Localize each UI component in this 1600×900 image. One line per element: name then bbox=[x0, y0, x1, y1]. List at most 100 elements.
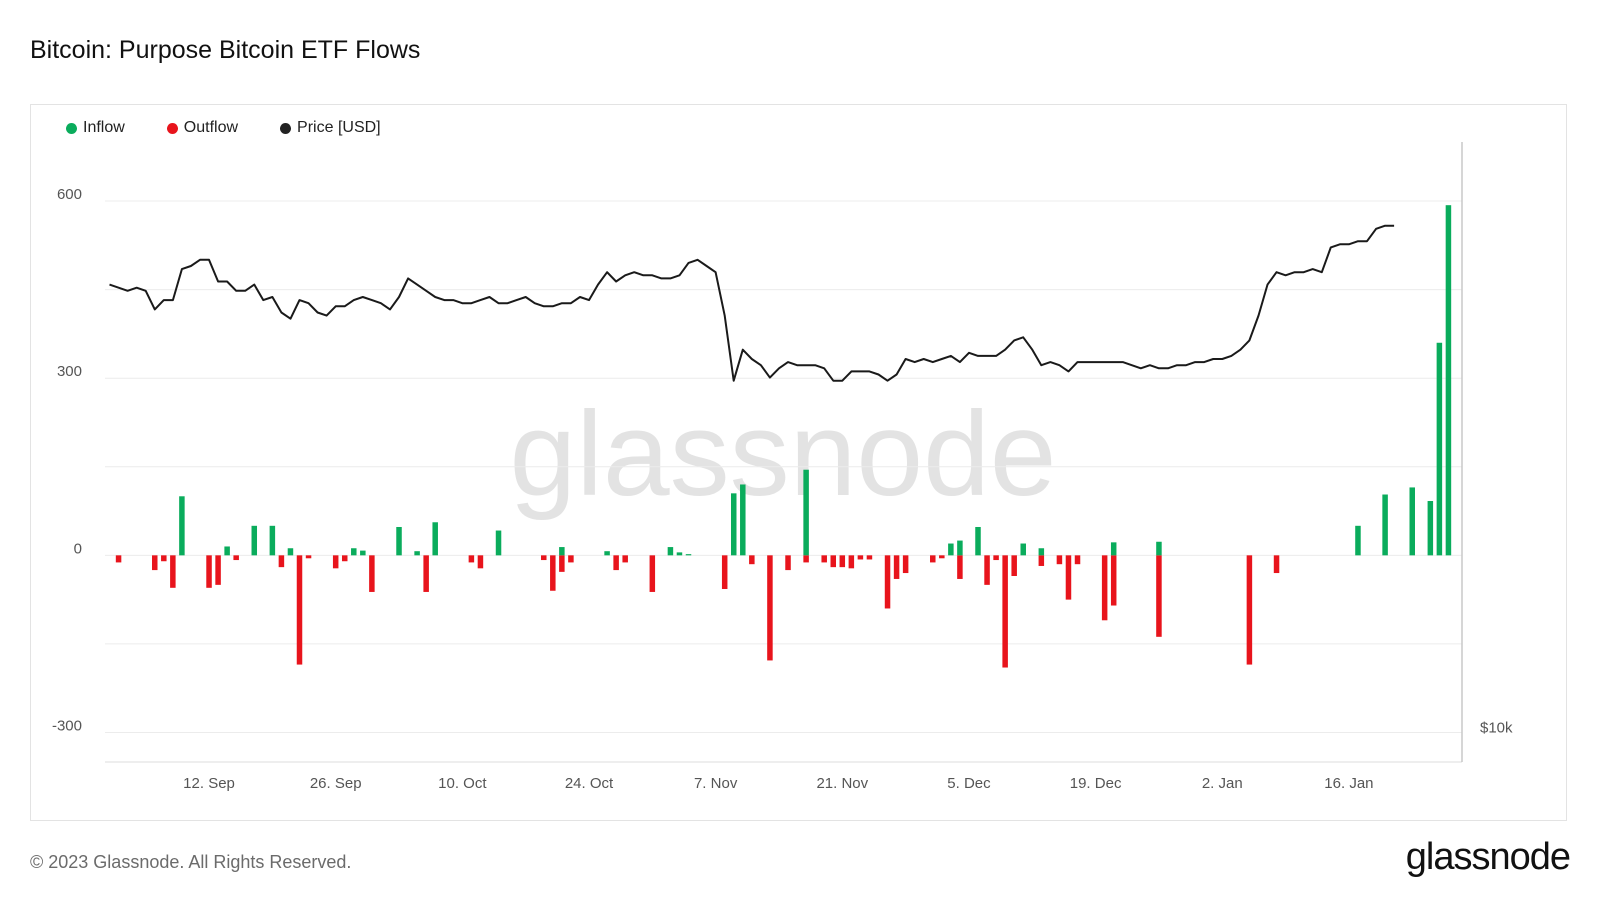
outflow-bar bbox=[1056, 555, 1063, 565]
inflow-bar bbox=[803, 469, 809, 556]
inflow-bar bbox=[432, 522, 438, 556]
x-tick-label: 7. Nov bbox=[694, 775, 738, 792]
outflow-bar bbox=[550, 555, 556, 591]
x-tick-label: 5. Dec bbox=[947, 775, 991, 792]
inflow-bar bbox=[740, 484, 746, 556]
inflow-bar bbox=[1156, 541, 1162, 556]
inflow-bar bbox=[685, 554, 692, 556]
outflow-bar bbox=[993, 555, 999, 561]
outflow-bar bbox=[939, 555, 945, 559]
outflow-bar bbox=[1156, 555, 1162, 637]
inflow-bar bbox=[1355, 525, 1361, 556]
outflow-bar bbox=[1038, 555, 1045, 566]
outflow-bar bbox=[767, 555, 773, 661]
inflow-bar bbox=[269, 525, 276, 556]
x-tick-label: 2. Jan bbox=[1202, 775, 1243, 792]
inflow-bar bbox=[604, 551, 610, 556]
outflow-bar bbox=[902, 555, 909, 574]
inflow-bar bbox=[495, 530, 502, 556]
outflow-bar bbox=[785, 555, 791, 571]
outflow-bar bbox=[477, 555, 484, 569]
outflow-bar bbox=[152, 555, 158, 571]
outflow-bar bbox=[884, 555, 891, 609]
outflow-bar bbox=[721, 555, 728, 589]
copyright-footer: © 2023 Glassnode. All Rights Reserved. bbox=[30, 852, 352, 872]
legend-item-inflow[interactable]: Inflow bbox=[66, 119, 125, 137]
x-tick-label: 10. Oct bbox=[438, 775, 487, 792]
legend-item-outflow[interactable]: Outflow bbox=[166, 119, 239, 137]
outflow-bar bbox=[115, 555, 122, 563]
outflow-bar bbox=[1074, 555, 1081, 565]
inflow-bar bbox=[948, 543, 954, 556]
legend-label-price: Price [USD] bbox=[297, 119, 381, 136]
outflow-bar bbox=[803, 555, 809, 563]
price-line bbox=[109, 224, 1395, 382]
inflow-bar bbox=[1436, 342, 1443, 556]
outflow-bar bbox=[930, 555, 936, 563]
x-tick-label: 12. Sep bbox=[183, 775, 235, 792]
y-tick-label: 0 bbox=[74, 540, 82, 557]
inflow-bar bbox=[1110, 542, 1117, 556]
outflow-bar bbox=[369, 555, 375, 592]
inflow-bar bbox=[1038, 548, 1045, 556]
x-tick-label: 16. Jan bbox=[1324, 775, 1373, 792]
outflow-bar bbox=[305, 555, 312, 559]
inflow-bar bbox=[676, 552, 683, 556]
outflow-bar bbox=[1011, 555, 1017, 576]
y-tick-label: -300 bbox=[52, 717, 82, 734]
outflow-bar bbox=[341, 555, 348, 562]
outflow-bar bbox=[649, 555, 656, 592]
inflow-bar bbox=[351, 548, 357, 556]
outflow-bar bbox=[1101, 555, 1108, 621]
outflow-bar bbox=[541, 555, 547, 561]
legend-item-price[interactable]: Price [USD] bbox=[280, 119, 381, 137]
x-tick-label: 19. Dec bbox=[1070, 775, 1122, 792]
outflow-bar bbox=[1065, 555, 1072, 600]
outflow-bar bbox=[957, 555, 963, 579]
inflow-dot-icon bbox=[66, 122, 77, 134]
outflow-bar bbox=[984, 555, 990, 585]
inflow-bar bbox=[730, 493, 737, 556]
outflow-bar bbox=[332, 555, 339, 569]
outflow-bar bbox=[215, 555, 221, 585]
outflow-bar bbox=[622, 555, 628, 563]
outflow-bar bbox=[1002, 555, 1008, 668]
price-dot-icon bbox=[280, 122, 292, 134]
outflow-bar bbox=[893, 555, 900, 579]
watermark: glassnode bbox=[509, 387, 1056, 521]
outflow-bar bbox=[278, 555, 285, 568]
chart-panel bbox=[30, 104, 1567, 821]
y-tick-label: 600 bbox=[57, 186, 82, 203]
outflow-bar bbox=[1273, 555, 1280, 574]
outflow-bar bbox=[830, 555, 837, 568]
legend-label-inflow: Inflow bbox=[83, 119, 125, 136]
outflow-bar bbox=[1110, 555, 1117, 606]
outflow-bar bbox=[568, 555, 574, 563]
inflow-bar bbox=[251, 525, 258, 556]
outflow-bar bbox=[170, 555, 176, 588]
inflow-bar bbox=[667, 547, 674, 556]
outflow-bar bbox=[821, 555, 827, 563]
inflow-bar bbox=[1427, 501, 1434, 556]
outflow-bar bbox=[749, 555, 755, 565]
outflow-bar bbox=[848, 555, 855, 569]
outflow-bar bbox=[839, 555, 846, 568]
outflow-bar bbox=[613, 555, 619, 571]
inflow-bar bbox=[360, 550, 366, 556]
right-axis-label: $10k bbox=[1480, 719, 1513, 736]
chart-title: Bitcoin: Purpose Bitcoin ETF Flows bbox=[30, 36, 421, 64]
outflow-bar bbox=[559, 555, 565, 572]
outflow-bar bbox=[1246, 555, 1253, 665]
inflow-bar bbox=[1409, 487, 1415, 556]
outflow-bar bbox=[866, 555, 873, 560]
outflow-bar bbox=[857, 555, 864, 560]
inflow-bar bbox=[975, 526, 981, 556]
outflow-bar bbox=[161, 555, 167, 562]
outflow-bar bbox=[296, 555, 303, 665]
legend-label-outflow: Outflow bbox=[183, 119, 239, 136]
x-tick-label: 21. Nov bbox=[816, 775, 868, 792]
glassnode-logo[interactable]: glassnode bbox=[1405, 836, 1571, 878]
x-tick-label: 26. Sep bbox=[310, 775, 362, 792]
inflow-bar bbox=[396, 526, 402, 556]
